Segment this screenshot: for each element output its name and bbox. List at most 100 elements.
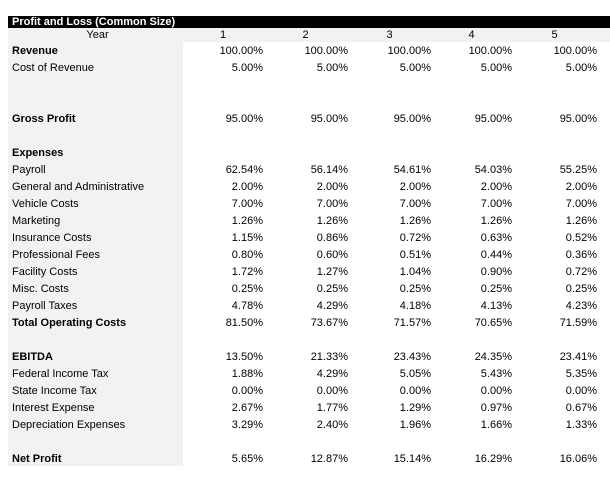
value-cell: 95.00% xyxy=(474,113,512,125)
value-cell: 2.00% xyxy=(316,181,348,193)
value-cell: 2.00% xyxy=(231,181,263,193)
value-cell xyxy=(512,332,597,349)
row-label: Cost of Revenue xyxy=(12,62,94,74)
value-cell: 1.26% xyxy=(316,215,348,227)
value-cell xyxy=(348,94,431,111)
value-cell: 1.66% xyxy=(480,419,512,431)
value-cell: 5.43% xyxy=(480,368,512,380)
value-cell: 100.00% xyxy=(304,45,348,57)
value-cell xyxy=(263,128,348,145)
table-row: Payroll Taxes 4.78% 4.29% 4.18% 4.13% 4.23% xyxy=(8,298,597,315)
table-row: Federal Income Tax 1.88% 4.29% 5.05% 5.43% 5.… xyxy=(8,366,597,383)
value-cell xyxy=(348,332,431,349)
value-cell: 54.61% xyxy=(393,164,431,176)
value-cell: 21.33% xyxy=(310,351,348,363)
year-cell: 5 xyxy=(551,29,558,41)
value-cell xyxy=(183,332,263,349)
value-cell: 1.15% xyxy=(231,232,263,244)
value-cell xyxy=(431,94,512,111)
table-row: Cost of Revenue 5.00% 5.00% 5.00% 5.00% 5.00% xyxy=(8,60,597,77)
row-label: Vehicle Costs xyxy=(12,198,79,210)
value-cell xyxy=(183,434,263,451)
value-cell: 0.72% xyxy=(399,232,431,244)
value-cell: 81.50% xyxy=(225,317,263,329)
value-cell xyxy=(183,145,263,162)
value-cell: 0.25% xyxy=(231,283,263,295)
table-row: Revenue 100.00% 100.00% 100.00% 100.00% 100.0… xyxy=(8,43,597,60)
value-cell: 1.26% xyxy=(399,215,431,227)
spacer-row xyxy=(8,77,597,94)
value-cell: 2.67% xyxy=(231,402,263,414)
row-label: Professional Fees xyxy=(12,249,101,261)
report-title: Profit and Loss (Common Size) xyxy=(8,16,610,28)
value-cell xyxy=(431,77,512,94)
value-cell: 0.51% xyxy=(399,249,431,261)
value-cell xyxy=(263,332,348,349)
value-cell xyxy=(263,145,348,162)
value-cell: 55.25% xyxy=(559,164,597,176)
value-cell: 0.00% xyxy=(565,385,597,397)
table-row: Misc. Costs 0.25% 0.25% 0.25% 0.25% 0.25% xyxy=(8,281,597,298)
table-row: Net Profit 5.65% 12.87% 15.14% 16.29% 16.06% xyxy=(8,451,597,468)
value-cell: 0.36% xyxy=(565,249,597,261)
value-cell: 62.54% xyxy=(225,164,263,176)
row-label xyxy=(8,94,183,111)
value-cell: 23.41% xyxy=(559,351,597,363)
table-row: State Income Tax 0.00% 0.00% 0.00% 0.00% 0.00… xyxy=(8,383,597,400)
row-label: Payroll xyxy=(12,164,46,176)
table-row: Marketing 1.26% 1.26% 1.26% 1.26% 1.26% xyxy=(8,213,597,230)
value-cell: 15.14% xyxy=(393,453,431,465)
row-label xyxy=(8,128,183,145)
value-cell: 4.13% xyxy=(480,300,512,312)
value-cell: 0.00% xyxy=(231,385,263,397)
value-cell: 95.00% xyxy=(559,113,597,125)
value-cell xyxy=(431,434,512,451)
value-cell xyxy=(348,145,431,162)
value-cell: 1.29% xyxy=(399,402,431,414)
row-label: Misc. Costs xyxy=(12,283,69,295)
row-label: Revenue xyxy=(12,45,58,57)
value-cell: 0.60% xyxy=(316,249,348,261)
value-cell xyxy=(512,128,597,145)
value-cell xyxy=(348,128,431,145)
value-cell: 13.50% xyxy=(225,351,263,363)
table-row: Depreciation Expenses 3.29% 2.40% 1.96% 1.66… xyxy=(8,417,597,434)
row-label: General and Administrative xyxy=(12,181,145,193)
value-cell: 2.00% xyxy=(480,181,512,193)
row-label: Interest Expense xyxy=(12,402,95,414)
value-cell: 3.29% xyxy=(231,419,263,431)
value-cell: 73.67% xyxy=(310,317,348,329)
value-cell: 24.35% xyxy=(474,351,512,363)
value-cell: 0.25% xyxy=(565,283,597,295)
value-cell: 2.00% xyxy=(399,181,431,193)
value-cell: 95.00% xyxy=(225,113,263,125)
value-cell: 1.27% xyxy=(316,266,348,278)
value-cell: 7.00% xyxy=(565,198,597,210)
row-label: Marketing xyxy=(12,215,61,227)
row-label: Facility Costs xyxy=(12,266,78,278)
value-cell: 1.96% xyxy=(399,419,431,431)
value-cell: 0.67% xyxy=(565,402,597,414)
value-cell: 2.40% xyxy=(316,419,348,431)
value-cell: 1.77% xyxy=(316,402,348,414)
year-cell: 1 xyxy=(219,29,227,41)
value-cell: 1.72% xyxy=(231,266,263,278)
row-label xyxy=(8,332,183,349)
row-label: Federal Income Tax xyxy=(12,368,109,380)
value-cell: 0.25% xyxy=(399,283,431,295)
year-cell: 2 xyxy=(302,29,309,41)
label-column-background xyxy=(8,28,183,466)
value-cell: 12.87% xyxy=(310,453,348,465)
year-label: Year xyxy=(86,29,109,41)
year-row-background xyxy=(8,28,610,42)
row-label: Gross Profit xyxy=(12,113,76,125)
table-row: Facility Costs 1.72% 1.27% 1.04% 0.90% 0.72% xyxy=(8,264,597,281)
value-cell: 0.86% xyxy=(316,232,348,244)
value-cell: 5.35% xyxy=(565,368,597,380)
value-cell: 100.00% xyxy=(219,45,263,57)
row-label: Total Operating Costs xyxy=(12,317,127,329)
row-label: Payroll Taxes xyxy=(12,300,78,312)
value-cell: 1.88% xyxy=(231,368,263,380)
value-cell: 95.00% xyxy=(393,113,431,125)
value-cell: 0.80% xyxy=(231,249,263,261)
